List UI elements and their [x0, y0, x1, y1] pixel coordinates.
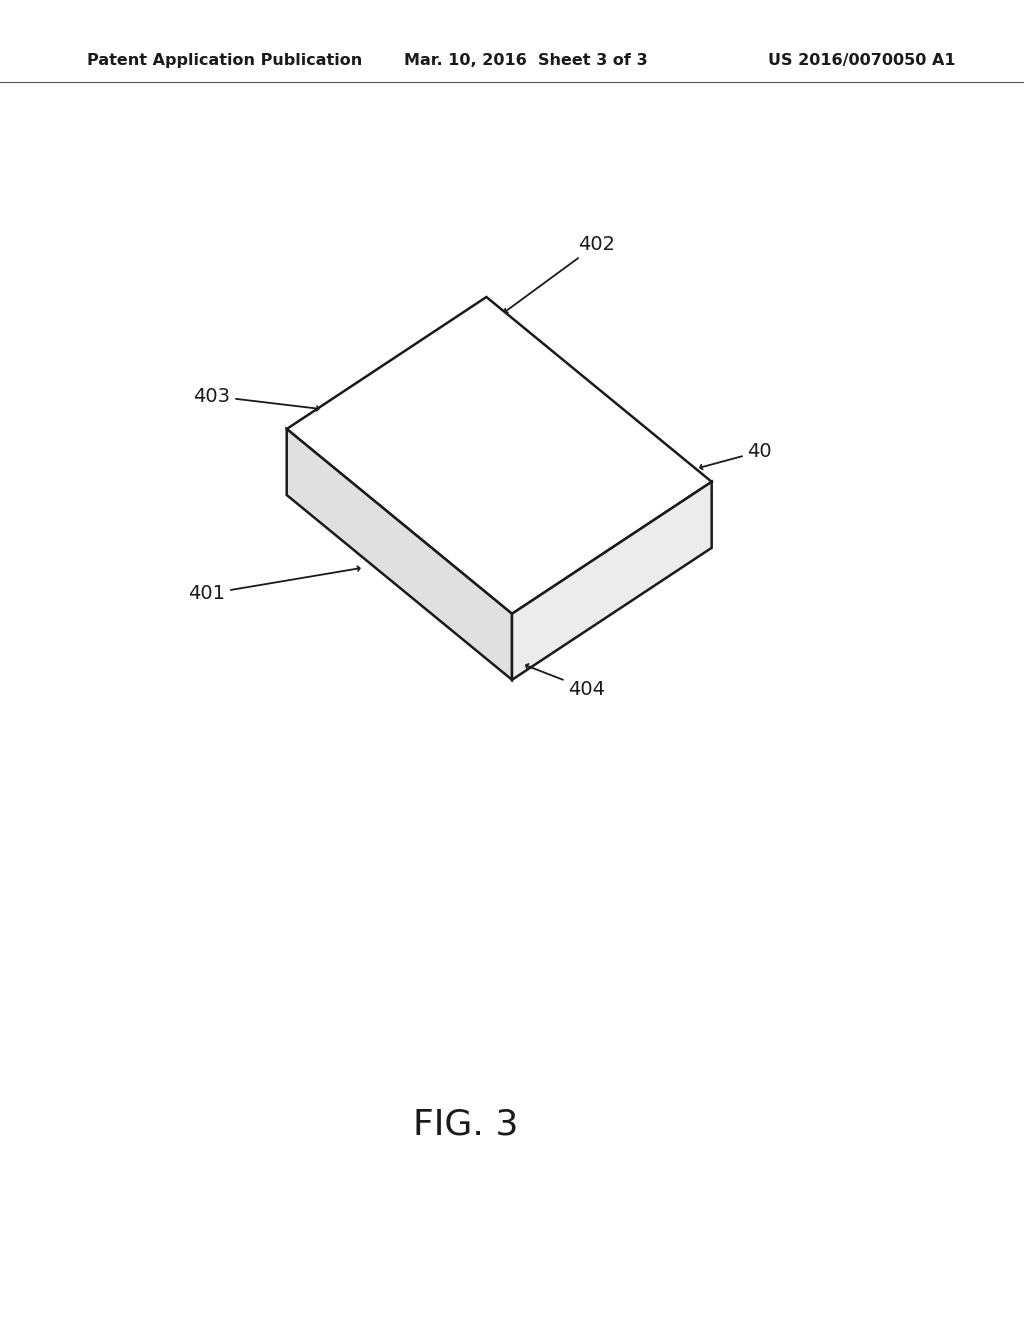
Text: FIG. 3: FIG. 3: [414, 1107, 518, 1142]
Text: 402: 402: [505, 235, 615, 313]
Text: Mar. 10, 2016  Sheet 3 of 3: Mar. 10, 2016 Sheet 3 of 3: [404, 53, 648, 67]
Text: US 2016/0070050 A1: US 2016/0070050 A1: [768, 53, 955, 67]
Polygon shape: [512, 482, 712, 680]
Polygon shape: [287, 429, 512, 680]
Polygon shape: [287, 297, 712, 614]
Text: 40: 40: [700, 442, 772, 470]
Text: 403: 403: [194, 387, 318, 411]
Text: 401: 401: [188, 566, 359, 603]
Text: Patent Application Publication: Patent Application Publication: [87, 53, 362, 67]
Text: 404: 404: [526, 664, 605, 698]
